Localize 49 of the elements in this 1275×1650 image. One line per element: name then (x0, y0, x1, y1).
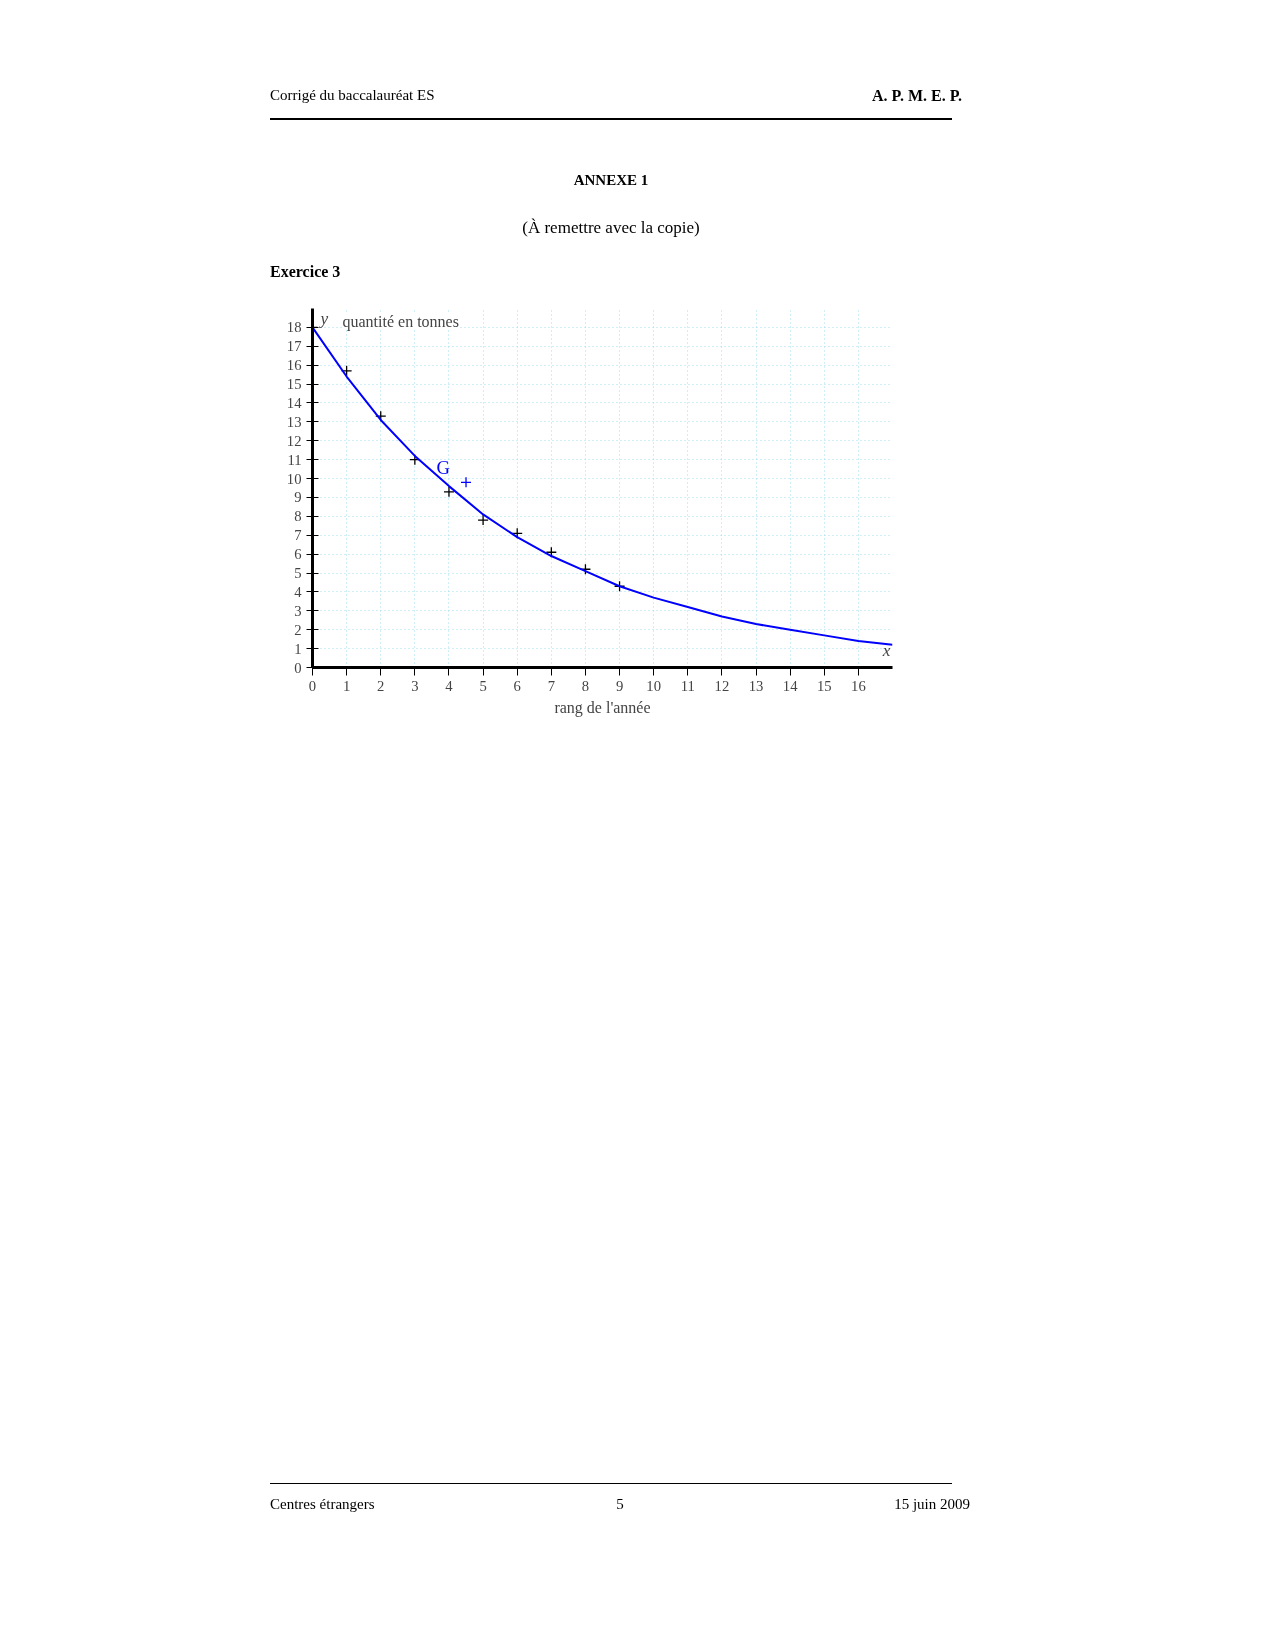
x-tick-label: 15 (816, 677, 832, 694)
y-axis-title: quantité en tonnes (342, 312, 459, 331)
text: 15 juin 2009 (894, 1495, 970, 1515)
y-tick-label: 8 (294, 508, 302, 525)
x-tick-label: 4 (445, 677, 454, 694)
x-tick-label: 1 (342, 677, 351, 694)
x-tick-label: 0 (308, 677, 317, 694)
y-tick-label: 10 (286, 470, 302, 487)
y-tick-label: 13 (286, 414, 302, 431)
x-tick-label: 13 (748, 677, 764, 694)
annotation: y (318, 308, 329, 328)
y-tick-label: 12 (286, 433, 302, 450)
y-tick-label: 18 (286, 319, 302, 336)
series-label: G (436, 457, 451, 479)
x-tick-label: 16 (851, 677, 866, 694)
x-axis-title: rang de l'année (554, 698, 651, 717)
y-tick-label: 9 (294, 489, 302, 506)
y-tick-label: 15 (286, 376, 302, 393)
y-tick-label: 5 (294, 565, 302, 582)
chart-title: ANNEXE 1 (573, 171, 649, 188)
x-tick-label: 10 (646, 677, 661, 694)
x-tick-label: 9 (615, 677, 624, 694)
x-tick-label: 14 (782, 677, 799, 694)
x-tick-label: 8 (581, 677, 590, 694)
y-tick-label: 6 (294, 546, 302, 563)
y-tick-label: 7 (294, 527, 302, 544)
text: Corrigé du baccalauréat ES (270, 86, 435, 105)
y-tick-label: 1 (294, 641, 302, 657)
x-tick-label: 7 (547, 677, 555, 694)
y-tick-label: 16 (286, 357, 302, 374)
y-tick-label: 4 (294, 584, 303, 601)
chart-subtitle: (À remettre avec la copie) (522, 217, 700, 240)
y-tick-label: 14 (286, 395, 303, 412)
annotation: x (881, 640, 891, 660)
y-tick-label: 2 (294, 622, 302, 639)
x-tick-label: 2 (377, 677, 385, 694)
x-tick-label: 6 (513, 677, 521, 694)
y-tick-label: 17 (286, 338, 302, 355)
x-tick-label: 11 (680, 677, 695, 694)
text: Exercice 3 (270, 262, 341, 280)
y-tick-label: 0 (294, 659, 302, 676)
x-tick-label: 12 (714, 677, 730, 694)
y-tick-label: 3 (294, 603, 302, 620)
x-tick-label: 3 (411, 677, 419, 694)
text: A. P. M. E. P. (872, 87, 962, 104)
text: 5 (616, 1495, 624, 1515)
text: Centres étrangers (270, 1495, 375, 1515)
y-tick-label: 11 (287, 452, 302, 469)
x-tick-label: 5 (479, 677, 487, 694)
